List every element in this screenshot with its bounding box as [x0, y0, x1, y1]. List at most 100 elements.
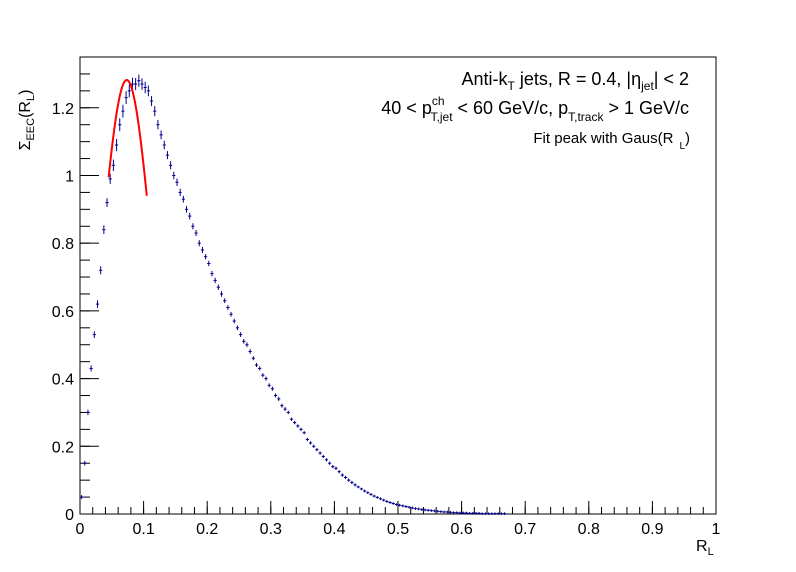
data-point: [258, 366, 262, 371]
data-point: [251, 356, 255, 361]
y-axis-label: ΣEEC(RL): [17, 90, 37, 151]
data-point: [321, 454, 325, 459]
data-point: [343, 475, 348, 480]
data-point: [378, 497, 383, 501]
data-point: [108, 173, 112, 184]
data-point: [134, 78, 138, 91]
data-point: [83, 460, 87, 466]
data-point: [375, 496, 379, 499]
data-point: [401, 504, 405, 508]
data-point: [502, 512, 507, 515]
y-tick-label: 0.4: [52, 372, 74, 389]
data-point: [315, 448, 319, 452]
data-point: [191, 223, 195, 230]
data-point: [226, 305, 230, 310]
data-point: [350, 480, 354, 485]
data-point: [420, 508, 424, 511]
data-point: [452, 511, 456, 514]
y-axis-label-close: ): [17, 90, 34, 95]
data-point: [204, 254, 208, 260]
data-point: [305, 437, 309, 442]
ann1-a-sub: T: [508, 79, 516, 93]
data-point: [477, 511, 481, 515]
data-point: [394, 503, 398, 506]
x-tick-label: 0.3: [260, 521, 282, 538]
data-point: [261, 373, 265, 378]
data-point: [219, 291, 224, 297]
data-point: [184, 205, 189, 213]
data-point: [445, 510, 449, 514]
data-point: [296, 424, 300, 428]
data-point: [232, 318, 236, 324]
plot-frame: [79, 56, 717, 515]
x-tick-label: 0.9: [641, 521, 663, 538]
ann1-a: Anti-k: [462, 69, 509, 89]
data-point: [242, 339, 246, 344]
data-point: [385, 500, 389, 503]
data-point: [181, 195, 185, 203]
ann1-b: jets, R = 0.4, |η: [515, 69, 641, 89]
data-point: [270, 386, 274, 391]
data-point: [356, 485, 360, 489]
data-point: [340, 473, 344, 477]
ann2-b: < 60 GeV/c, p: [453, 98, 569, 118]
data-point: [210, 270, 214, 277]
x-tick-label: 0.2: [196, 521, 218, 538]
data-point: [407, 505, 411, 509]
ann3-b: ): [685, 130, 690, 147]
data-point: [280, 403, 284, 408]
y-tick-label: 0: [65, 507, 74, 524]
data-point: [366, 491, 370, 495]
data-point: [254, 363, 259, 368]
data-point: [442, 510, 446, 514]
data-point: [86, 409, 90, 416]
data-point: [239, 332, 243, 337]
x-tick-label: 0.5: [387, 521, 409, 538]
x-tick-label: 0.4: [323, 521, 345, 538]
axes: 0 0.1 0.2 0.3 0.4 0.5 0.6 0.7 0.8 0.9 1 0 0.2 0.4 0.6 0…: [52, 56, 721, 538]
data-point: [156, 119, 160, 130]
data-point: [429, 509, 433, 512]
data-point: [277, 396, 281, 401]
y-axis-label-suffix: (R: [17, 101, 34, 118]
data-point: [302, 431, 306, 435]
data-point: [299, 427, 303, 432]
data-point: [471, 511, 475, 515]
data-point: [426, 508, 430, 512]
data-point: [140, 78, 144, 90]
y-tick-label: 1.2: [52, 101, 74, 118]
ann3-a-sub: L: [679, 141, 685, 152]
data-point: [223, 298, 227, 304]
data-point: [229, 311, 233, 317]
data-point: [372, 494, 376, 498]
data-point: [248, 349, 252, 354]
x-tick-label: 0.1: [132, 521, 154, 538]
data-point: [464, 511, 468, 515]
data-point: [162, 140, 166, 150]
data-point: [448, 510, 453, 514]
data-point: [334, 466, 338, 470]
data-point: [480, 512, 484, 515]
ann2-a-sub: T,jet: [431, 110, 454, 124]
data-point: [267, 383, 271, 388]
data-point: [165, 151, 170, 160]
data-point: [200, 246, 205, 253]
data-point: [159, 130, 163, 140]
data-point: [423, 508, 427, 512]
data-point: [496, 512, 500, 515]
data-point: [146, 85, 150, 97]
data-point: [413, 507, 418, 510]
data-point: [178, 188, 182, 197]
data-point: [388, 501, 392, 504]
data-point: [216, 284, 220, 290]
data-point: [289, 417, 294, 421]
ann1-b-sub: jet: [640, 79, 654, 93]
data-point: [283, 407, 287, 412]
data-point: [483, 512, 488, 515]
data-point: [194, 229, 198, 237]
data-point: [153, 106, 157, 117]
annotation-fit: Fit peak with Gaus(R L): [533, 130, 690, 152]
data-point: [331, 464, 335, 469]
y-tick-label: 0.8: [52, 236, 74, 253]
ann3-a: Fit peak with Gaus(R: [533, 130, 673, 147]
